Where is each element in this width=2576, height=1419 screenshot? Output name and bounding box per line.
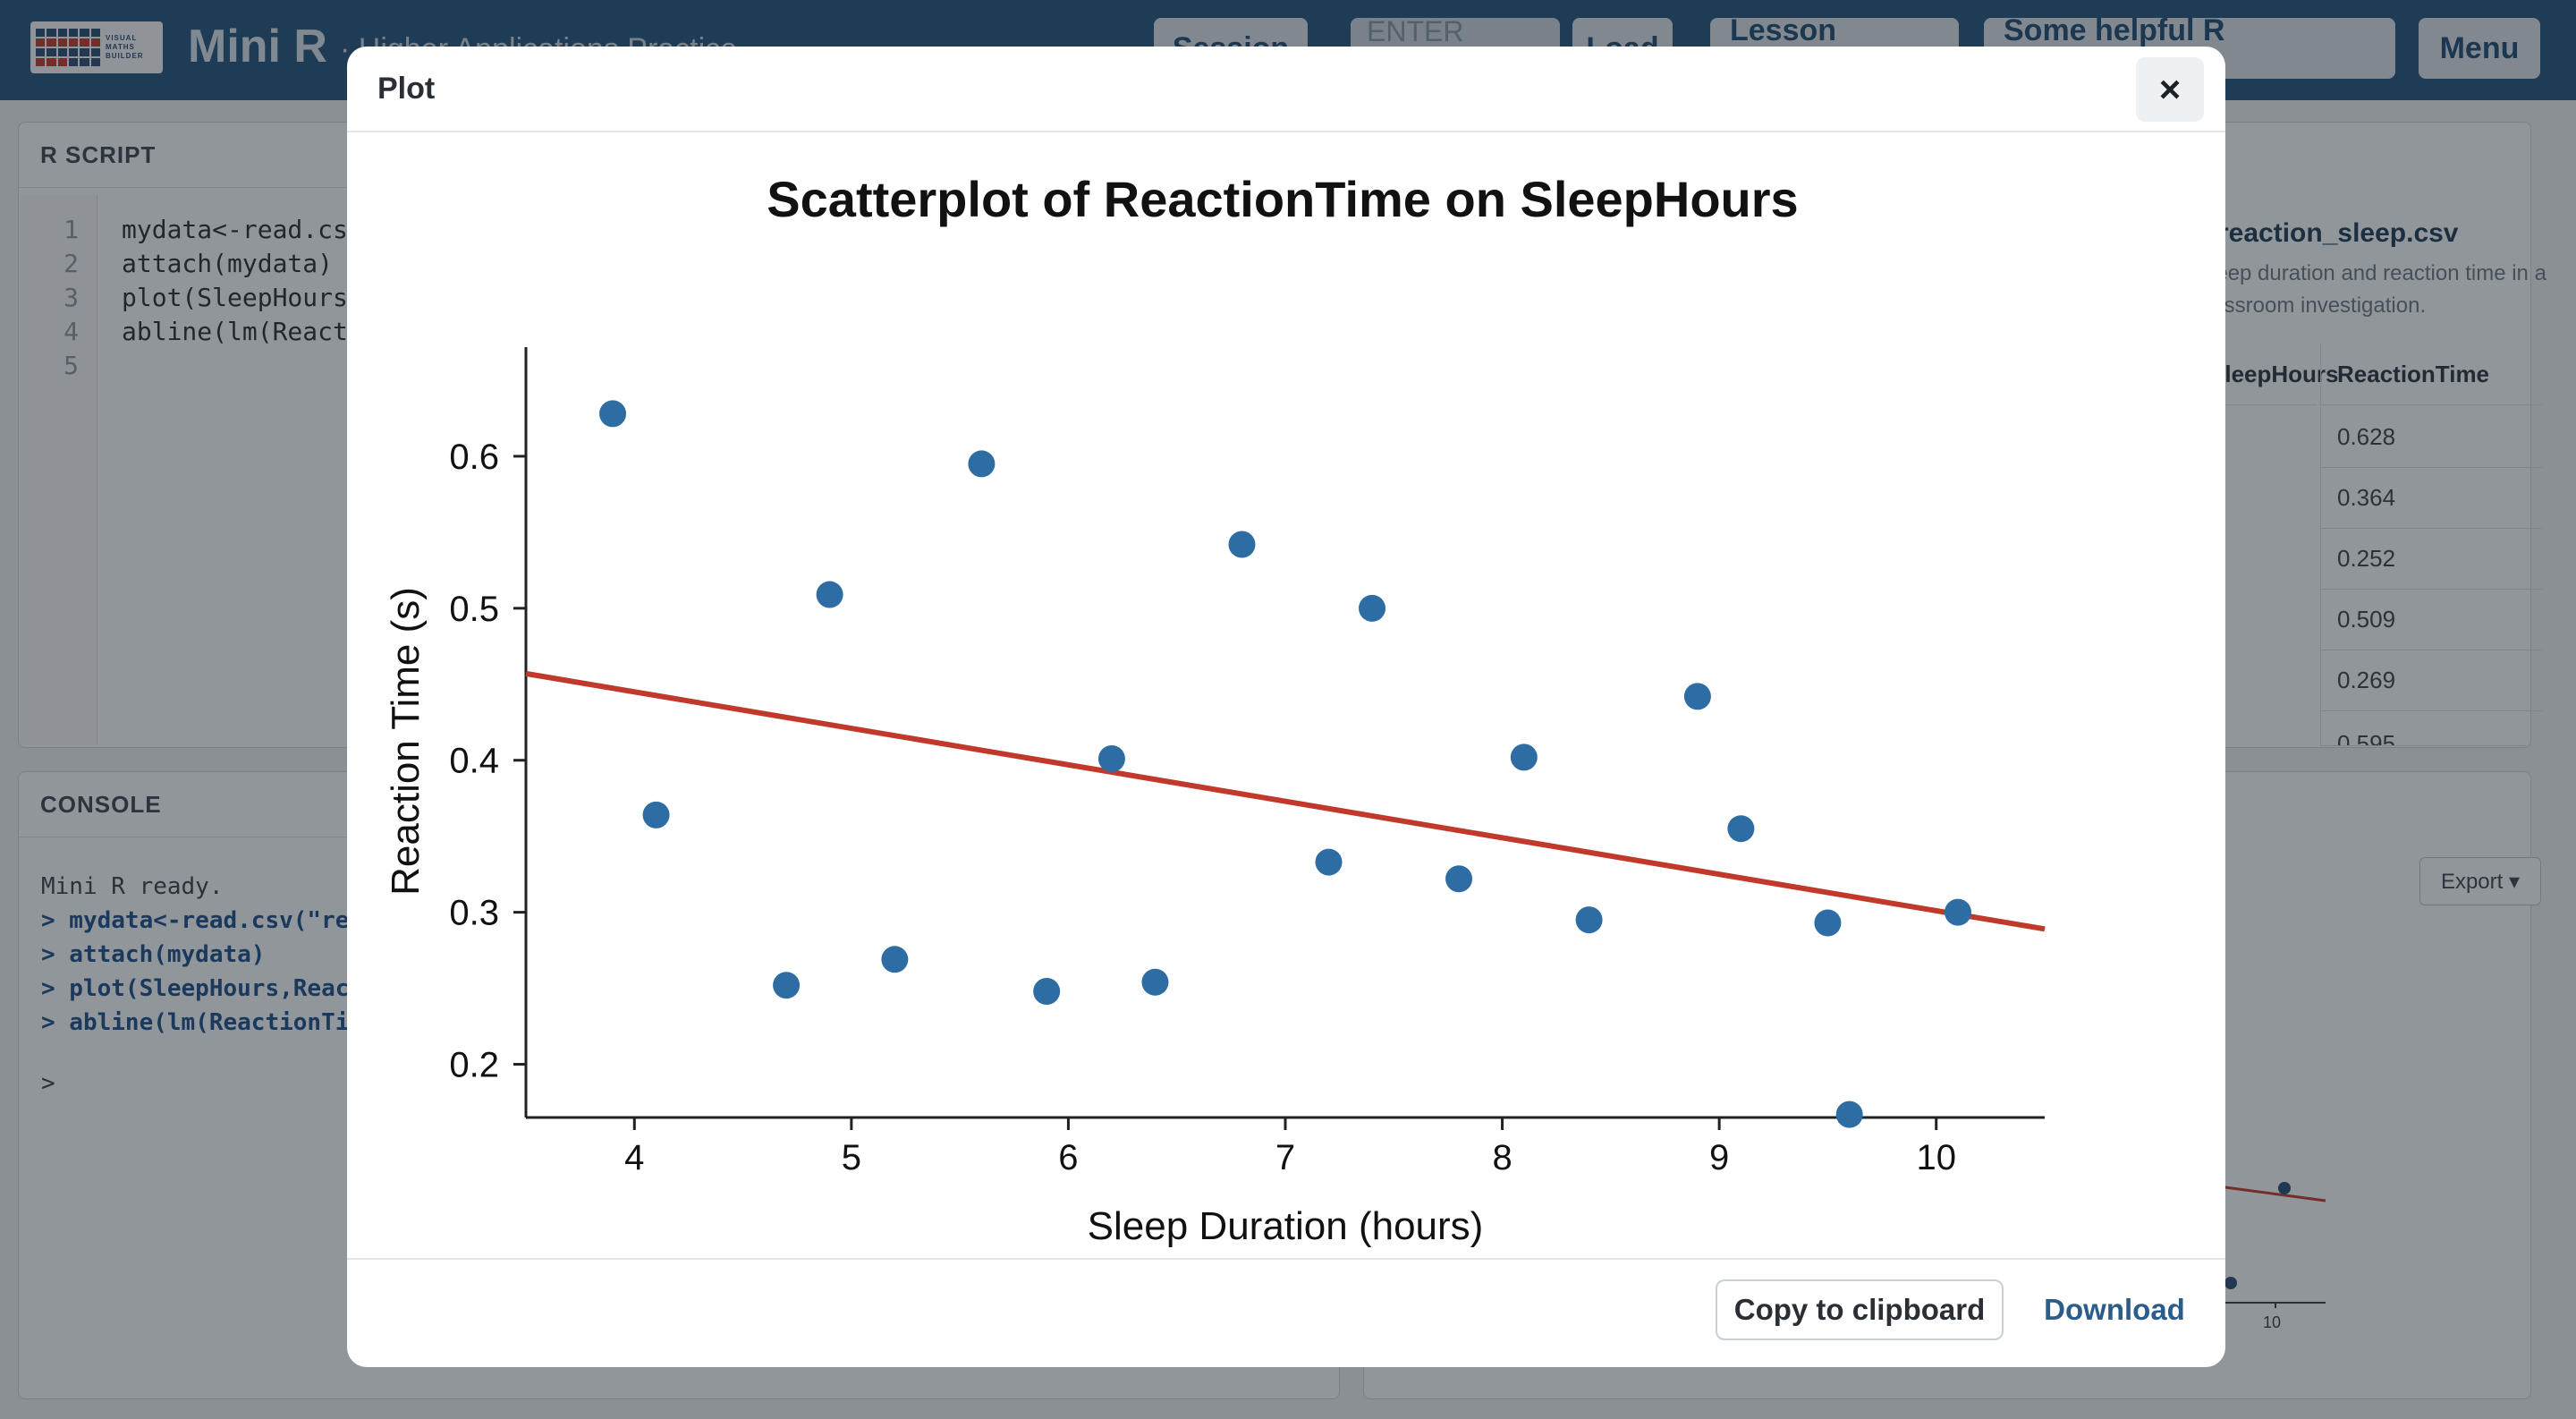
copy-to-clipboard-button[interactable]: Copy to clipboard [1716, 1279, 2004, 1340]
line-number: 2 [64, 249, 79, 278]
data-point [1359, 594, 1386, 622]
console-command: > attach(mydata) [41, 941, 266, 968]
logo: VISUAL MATHS BUILDER [30, 21, 163, 73]
y-tick-label: 0.5 [449, 590, 499, 629]
logo-grid-icon [36, 29, 100, 66]
download-button[interactable]: Download [2044, 1293, 2185, 1326]
data-point [773, 972, 801, 999]
data-point [1033, 977, 1061, 1005]
x-tick-label: 8 [1492, 1138, 1512, 1177]
plot-modal: Plot × Scatterplot of ReactionTime on Sl… [347, 47, 2225, 1367]
data-point [881, 946, 909, 973]
regression-line-group [525, 670, 2046, 932]
dataset-description: classroom investigation. [2197, 293, 2427, 318]
y-tick-label: 0.2 [449, 1046, 499, 1085]
data-point [1835, 1100, 1863, 1128]
mini-regression-line [2218, 1185, 2326, 1202]
close-button[interactable]: × [2136, 57, 2204, 122]
mini-point [2224, 1277, 2237, 1289]
line-number: 3 [64, 283, 79, 312]
axes: 4 5 6 7 8 9 10 0.2 0.3 0.4 0.5 0.6 [449, 347, 2045, 1177]
code-line[interactable]: attach(mydata) [122, 249, 334, 278]
data-point [642, 801, 670, 828]
x-tick-label: 7 [1275, 1138, 1295, 1177]
modal-header: Plot × [347, 47, 2225, 132]
app-title: Mini R [188, 21, 327, 72]
column-header-reactiontime[interactable]: ReactionTime [2320, 344, 2543, 405]
table-cell: 0.364 [2320, 467, 2543, 529]
line-number: 4 [64, 317, 79, 346]
logo-text: VISUAL MATHS BUILDER [106, 34, 144, 60]
x-tick-label: 4 [624, 1138, 644, 1177]
data-point [816, 581, 843, 608]
scatter-plot: Scatterplot of ReactionTime on SleepHour… [384, 171, 2046, 1248]
y-tick-label: 0.6 [449, 438, 499, 477]
close-icon: × [2158, 68, 2182, 110]
y-tick-label: 0.3 [449, 894, 499, 933]
line-number: 5 [64, 351, 79, 380]
regression-line [525, 670, 2046, 932]
modal-footer: Copy to clipboard Download [347, 1258, 2225, 1367]
mini-point [2278, 1182, 2291, 1194]
mini-plot-preview [2218, 1182, 2326, 1308]
table-cell: 0.509 [2320, 589, 2543, 650]
console-prompt[interactable]: > [41, 1070, 55, 1097]
x-tick-label: 6 [1058, 1138, 1078, 1177]
data-point [1141, 968, 1169, 996]
x-tick-label: 5 [842, 1138, 861, 1177]
dataset-description: Sleep duration and reaction time in a [2197, 261, 2546, 285]
x-tick-label: 10 [1916, 1138, 1956, 1177]
table-cell: 0.628 [2320, 406, 2543, 468]
dataset-title: reaction_sleep.csv [2218, 218, 2459, 248]
console-output: Mini R ready. [41, 873, 224, 900]
y-axis-label: Reaction Time (s) [384, 587, 428, 896]
line-number-gutter [20, 195, 97, 744]
data-point [1727, 815, 1755, 843]
table-cell: 0.252 [2320, 528, 2543, 590]
data-point [1315, 848, 1343, 876]
data-point [1575, 906, 1603, 934]
data-point [1510, 743, 1538, 771]
table-cell: 0.595 [2320, 710, 2526, 746]
data-point [1445, 865, 1473, 893]
modal-title: Plot [377, 72, 436, 106]
data-point [1097, 745, 1125, 773]
table-cell: 0.269 [2320, 650, 2543, 711]
data-point [599, 400, 627, 428]
x-tick-label: 9 [1709, 1138, 1729, 1177]
data-point [1814, 909, 1842, 937]
line-number: 1 [64, 215, 79, 244]
menu-button[interactable]: Menu [2419, 18, 2540, 79]
mini-tick-label: 10 [2263, 1313, 2282, 1331]
data-points [599, 400, 1971, 1128]
data-point [1683, 683, 1711, 710]
export-button[interactable]: Export ▾ [2419, 857, 2541, 905]
data-point [968, 450, 996, 478]
data-point [1228, 531, 1256, 558]
chart-title: Scatterplot of ReactionTime on SleepHour… [767, 171, 1798, 227]
data-point [1944, 898, 1971, 926]
y-tick-label: 0.4 [449, 742, 499, 781]
x-axis-label: Sleep Duration (hours) [1088, 1204, 1484, 1248]
